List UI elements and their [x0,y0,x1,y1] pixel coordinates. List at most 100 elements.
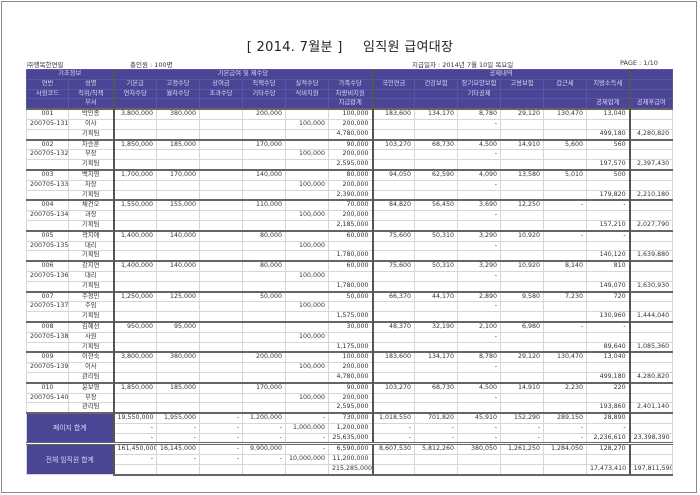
amount-cell: 30,000 [327,320,374,333]
amount-cell [285,311,329,323]
header-cell: 기본급 [112,78,157,90]
amount-cell [112,392,157,404]
employee-row: 010 윤보영 1,850,000 185,000 170,000 90,000 103,2… [26,381,674,394]
amount-cell: 193,860 [586,402,631,414]
amount-cell: 100,000 [285,118,329,130]
amount-cell: 5,010 [543,168,588,181]
amount-cell: 4,780,000 [327,128,374,141]
employee-name: 박민종 [68,108,114,120]
amount-cell: - [457,392,502,404]
amount-cell: 12,250 [500,199,545,212]
header-cell [628,78,674,90]
amount-cell [156,402,200,414]
amount-cell: 3,800,000 [112,351,157,364]
sum-amount-cell: - [500,422,545,434]
empty-cell [26,189,69,201]
amount-cell [414,392,459,404]
sum-amount-cell [500,454,545,466]
amount-cell: 200,000 [327,392,374,404]
sum-amount-cell [371,464,416,476]
amount-cell [199,341,243,353]
amount-cell: 183,600 [371,351,416,364]
amount-cell [112,280,157,293]
amount-cell [285,138,329,151]
amount-cell [457,128,502,141]
amount-cell [112,118,157,130]
amount-cell [199,270,243,282]
header-cell: 차량비지원 [327,88,374,100]
employee-no: 010 [26,381,69,394]
amount-cell [543,331,588,343]
amount-cell [628,331,674,343]
amount-cell [500,392,545,404]
amount-cell [199,229,243,242]
amount-cell: 2,595,000 [327,159,374,171]
amount-cell [414,301,459,313]
page-sum-row: 페이지 합계 19,550,000 1,955,000-1,200,000-730,… [26,412,674,445]
amount-cell [414,331,459,343]
employee-row: 007 주정민 1,250,000 125,000 50,000 50,000 66,370… [26,290,674,303]
amount-cell [628,290,674,303]
amount-cell: 13,040 [586,108,631,120]
amount-cell: 100,000 [285,270,329,282]
amount-cell [543,392,588,404]
employee-dept: 기획팀 [68,159,114,171]
amount-cell: 5,600 [543,138,588,151]
amount-cell: 1,550,000 [112,199,157,212]
amount-cell: 2,027,790 [628,219,674,232]
header-group-cell: 기본급여 및 제수당 [112,69,374,80]
employee-no: 009 [26,351,69,364]
amount-cell [242,311,286,323]
amount-cell: 80,000 [242,229,286,242]
employee-name: 주정민 [68,290,114,303]
sum-amount-cell [371,454,416,466]
amount-cell [199,189,243,201]
amount-cell [285,108,329,120]
amount-cell: 170,000 [156,168,200,181]
amount-cell: 1,780,000 [327,280,374,293]
amount-cell [156,270,200,282]
amount-cell [112,189,157,201]
empty-cell [26,159,69,171]
employee-name: 차승훈 [68,138,114,151]
amount-cell [327,331,374,343]
amount-cell [371,149,416,161]
sum-amount-cell [112,464,157,476]
amount-cell [628,381,674,394]
amount-cell [242,118,286,130]
sum-amount-cell: 1,284,050 [543,442,588,456]
amount-cell [199,280,243,293]
amount-cell [242,331,286,343]
employee-row: 004 채건오 1,550,000 155,000 110,000 70,000 84,82… [26,199,674,212]
employee-row: 200705-139 이사 100,000 200,000 - [26,362,674,373]
header-cell: 연번 [26,78,69,90]
amount-cell [199,301,243,313]
amount-cell [156,179,200,191]
amount-cell [586,210,631,221]
sum-amount-cell: - [199,422,243,434]
amount-cell [543,240,588,252]
amount-cell [285,229,329,242]
amount-cell [199,149,243,161]
sum-amount-cell: - [242,422,286,434]
sum-amount-cell: - [112,454,157,466]
employee-row: 기획팀 1,175,000 89,640 1,085,360 [26,341,674,353]
sum-amount-cell: 8,607,530 [371,442,416,456]
amount-cell [285,168,329,181]
sum-amount-cell: 215,285,000 [327,464,374,476]
sum-amount-cell [457,464,502,476]
amount-cell: 560 [586,138,631,151]
amount-cell: - [543,229,588,242]
amount-cell [543,402,588,414]
amount-cell [543,270,588,282]
header-group-cell [628,69,674,80]
amount-cell [543,159,588,171]
amount-cell [199,250,243,262]
employee-row: 200705-135 대리 100,000 - [26,240,674,252]
sum-amount-cell: 380,050 [457,442,502,456]
amount-cell [628,138,674,151]
amount-cell: - [457,118,502,130]
sum-amount-cell: 23,398,390 [628,432,674,445]
amount-cell [199,381,243,394]
amount-cell [242,149,286,161]
